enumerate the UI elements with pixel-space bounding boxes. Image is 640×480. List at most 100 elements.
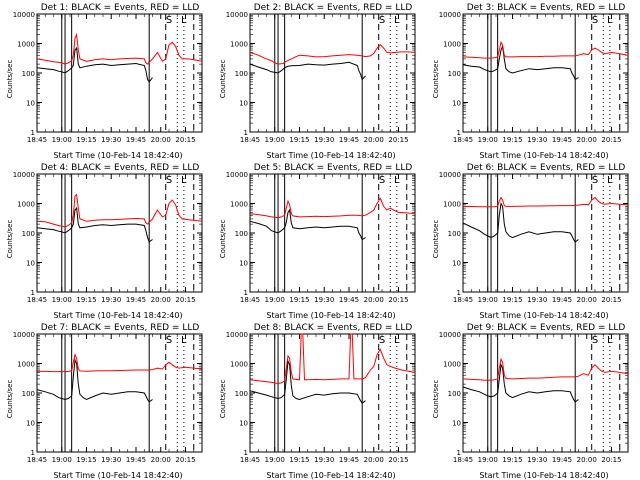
chart-panel-det-7: Det 7: BLACK = Events, RED = LLD Start T…	[0, 320, 213, 480]
series-events-line	[462, 363, 579, 403]
x-tick-label: 20:00	[364, 456, 384, 464]
series-events-line	[36, 206, 153, 243]
y-tick-label: 1	[31, 289, 35, 297]
y-tick-label: 1	[244, 129, 248, 137]
chart-panel-det-3: Det 3: BLACK = Events, RED = LLD Start T…	[426, 0, 639, 160]
x-tick-label: 19:30	[101, 296, 121, 304]
y-axis-label: Counts/sec	[6, 60, 14, 99]
x-tick-label: 19:00	[265, 296, 285, 304]
x-tick-label: 18:45	[240, 296, 260, 304]
y-tick-label: 1000	[17, 201, 35, 209]
marker-letter: S	[166, 175, 172, 186]
x-tick-label: 19:00	[52, 296, 72, 304]
marker-letter: L	[607, 335, 613, 346]
x-tick-label: 19:30	[527, 136, 547, 144]
x-axis-label: Start Time (10-Feb-14 18:42:40)	[266, 151, 395, 160]
x-tick-label: 18:45	[240, 136, 260, 144]
x-tick-label: 19:15	[289, 296, 309, 304]
x-axis-label: Start Time (10-Feb-14 18:42:40)	[53, 311, 182, 320]
y-tick-label: 1	[457, 449, 461, 457]
x-tick-label: 20:00	[577, 136, 597, 144]
series-events-line	[36, 46, 153, 83]
y-axis-label: Counts/sec	[219, 380, 227, 419]
series-lld-line	[36, 32, 203, 65]
chart-panel-det-8: Det 8: BLACK = Events, RED = LLD Start T…	[213, 320, 426, 480]
marker-letter: L	[181, 335, 187, 346]
y-tick-label: 1000	[17, 41, 35, 49]
y-axis-label: Counts/sec	[432, 380, 440, 419]
x-tick-label: 19:45	[339, 456, 359, 464]
x-tick-label: 19:00	[478, 456, 498, 464]
x-axis-label: Start Time (10-Feb-14 18:42:40)	[479, 151, 608, 160]
marker-letter: S	[379, 335, 385, 346]
x-tick-label: 18:45	[27, 136, 47, 144]
x-tick-label: 19:30	[314, 296, 334, 304]
y-axis-label: Counts/sec	[432, 60, 440, 99]
x-tick-label: 19:15	[502, 296, 522, 304]
series-events-line	[36, 358, 153, 403]
series-lld-line	[249, 197, 416, 219]
y-tick-label: 10000	[226, 11, 248, 19]
x-axis-label: Start Time (10-Feb-14 18:42:40)	[266, 471, 395, 480]
marker-letter: S	[592, 175, 598, 186]
chart-title: Det 6: BLACK = Events, RED = LLD	[467, 163, 626, 173]
x-tick-label: 20:15	[601, 136, 621, 144]
marker-letter: S	[166, 15, 172, 26]
x-tick-label: 20:15	[601, 456, 621, 464]
y-tick-label: 10	[26, 260, 35, 268]
y-tick-label: 1000	[443, 201, 461, 209]
y-tick-label: 100	[235, 70, 248, 78]
y-tick-label: 100	[235, 230, 248, 238]
x-tick-label: 19:00	[478, 296, 498, 304]
x-tick-label: 18:45	[27, 456, 47, 464]
y-tick-label: 10	[452, 260, 461, 268]
x-tick-label: 19:45	[339, 296, 359, 304]
x-tick-label: 19:15	[76, 296, 96, 304]
marker-letter: S	[379, 15, 385, 26]
y-tick-label: 10	[452, 420, 461, 428]
chart-panel-det-5: Det 5: BLACK = Events, RED = LLD Start T…	[213, 160, 426, 320]
y-tick-label: 1000	[443, 41, 461, 49]
chart-panel-det-9: Det 9: BLACK = Events, RED = LLD Start T…	[426, 320, 639, 480]
y-tick-label: 100	[235, 390, 248, 398]
x-tick-label: 20:15	[175, 136, 195, 144]
series-lld-line	[36, 352, 203, 373]
chart-title: Det 2: BLACK = Events, RED = LLD	[254, 3, 413, 13]
series-lld-line	[36, 193, 203, 228]
y-axis-label: Counts/sec	[219, 60, 227, 99]
marker-letter: S	[166, 335, 172, 346]
x-tick-label: 20:00	[364, 296, 384, 304]
y-tick-label: 1	[457, 129, 461, 137]
x-tick-label: 19:45	[339, 136, 359, 144]
y-tick-label: 100	[22, 230, 35, 238]
y-tick-label: 1	[31, 449, 35, 457]
x-axis-label: Start Time (10-Feb-14 18:42:40)	[53, 151, 182, 160]
chart-title: Det 9: BLACK = Events, RED = LLD	[467, 323, 626, 333]
x-tick-label: 20:15	[388, 456, 408, 464]
chart-svg-det-2: Det 2: BLACK = Events, RED = LLD Start T…	[219, 3, 416, 160]
series-events-line	[249, 61, 366, 81]
chart-svg-det-5: Det 5: BLACK = Events, RED = LLD Start T…	[219, 163, 416, 320]
series-events-line	[462, 201, 579, 243]
x-tick-label: 19:15	[502, 456, 522, 464]
series-events-line	[249, 208, 366, 241]
x-tick-label: 20:00	[151, 296, 171, 304]
x-axis-label: Start Time (10-Feb-14 18:42:40)	[266, 311, 395, 320]
x-tick-label: 19:00	[52, 136, 72, 144]
x-tick-label: 19:30	[527, 456, 547, 464]
x-tick-label: 19:30	[314, 136, 334, 144]
y-tick-label: 10	[239, 260, 248, 268]
marker-letter: L	[394, 15, 400, 26]
series-lld-line	[249, 333, 416, 385]
y-axis-label: Counts/sec	[6, 220, 14, 259]
x-tick-label: 19:30	[314, 456, 334, 464]
x-tick-label: 19:00	[478, 136, 498, 144]
y-tick-label: 10000	[13, 11, 35, 19]
marker-letter: L	[607, 15, 613, 26]
chart-svg-det-4: Det 4: BLACK = Events, RED = LLD Start T…	[6, 163, 203, 320]
x-tick-label: 20:15	[175, 456, 195, 464]
y-tick-label: 10	[26, 100, 35, 108]
series-lld-line	[462, 41, 629, 59]
x-tick-label: 20:00	[577, 456, 597, 464]
